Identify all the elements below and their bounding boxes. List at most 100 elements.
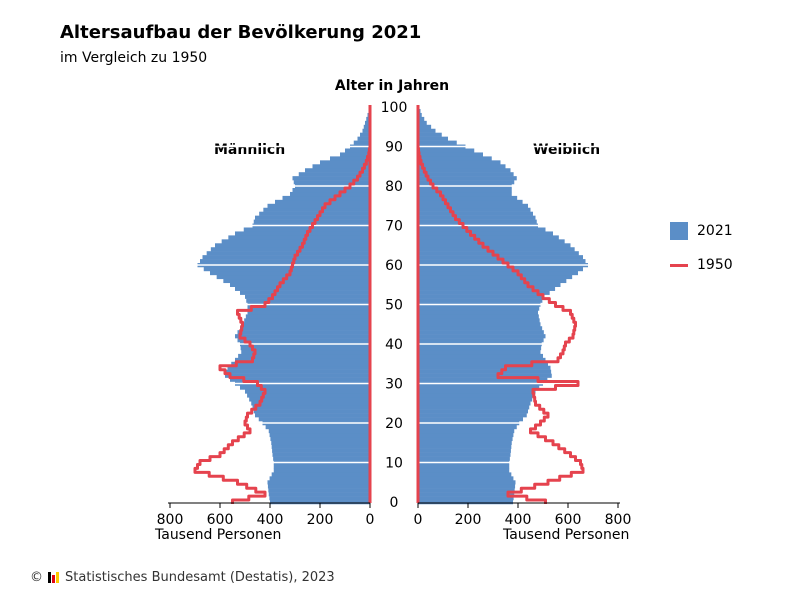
x-tick-label-male: 0 — [366, 512, 375, 528]
bar-female-2021 — [418, 270, 578, 276]
bar-male-2021 — [240, 385, 370, 390]
copyright-symbol: © — [30, 570, 43, 585]
bar-male-2021 — [253, 219, 370, 224]
bar-female-2021 — [418, 456, 510, 461]
bar-male-2021 — [216, 274, 370, 280]
bar-male-2021 — [263, 207, 370, 212]
bar-male-2021 — [255, 215, 370, 220]
x-tick-label-male: 600 — [207, 512, 234, 528]
age-tick-label: 90 — [385, 140, 403, 156]
bar-male-2021 — [247, 310, 370, 315]
bar-male-2021 — [292, 176, 370, 181]
bar-male-2021 — [267, 480, 370, 485]
bar-male-2021 — [235, 357, 370, 363]
bar-female-2021 — [418, 417, 523, 422]
bar-female-2021 — [418, 322, 541, 327]
age-tick-label: 20 — [385, 416, 403, 432]
bar-female-2021 — [418, 361, 548, 367]
bar-male-2021 — [247, 306, 370, 311]
bar-female-2021 — [418, 409, 528, 414]
bar-female-2021 — [418, 255, 583, 260]
bar-male-2021 — [244, 318, 370, 323]
bar-female-2021 — [418, 397, 533, 402]
bar-female-2021 — [418, 152, 483, 157]
bar-male-2021 — [251, 401, 370, 406]
bar-male-2021 — [270, 500, 370, 505]
legend-label-2021: 2021 — [697, 223, 733, 239]
age-tick-label: 0 — [390, 495, 399, 511]
x-tick-label-female: 400 — [505, 512, 532, 528]
bar-male-2021 — [340, 152, 370, 157]
age-tick-label: 30 — [385, 377, 403, 393]
bar-female-2021 — [418, 334, 546, 339]
bar-female-2021 — [418, 164, 506, 169]
bar-male-2021 — [246, 298, 370, 303]
bar-female-2021 — [418, 219, 537, 224]
bar-female-2021 — [418, 203, 528, 209]
bar-male-2021 — [265, 424, 370, 430]
age-tick-label: 100 — [381, 100, 408, 116]
bar-female-2021 — [418, 448, 511, 453]
bar-female-2021 — [418, 373, 552, 378]
bar-female-2021 — [418, 401, 531, 406]
bar-female-2021 — [418, 156, 492, 161]
bar-male-2021 — [272, 448, 370, 453]
bar-female-2021 — [418, 369, 552, 374]
bar-female-2021 — [418, 436, 513, 442]
bar-male-2021 — [245, 294, 370, 299]
bar-female-2021 — [418, 444, 512, 449]
bar-male-2021 — [215, 243, 370, 248]
bar-female-2021 — [418, 211, 533, 216]
bar-male-2021 — [226, 369, 370, 374]
bar-male-2021 — [268, 488, 370, 493]
bar-male-2021 — [243, 227, 370, 232]
bar-male-2021 — [273, 468, 370, 473]
age-tick-label: 60 — [385, 258, 403, 274]
bar-male-2021 — [362, 128, 370, 133]
bar-male-2021 — [237, 338, 370, 343]
bar-female-2021 — [418, 476, 514, 481]
bar-male-2021 — [227, 365, 370, 370]
age-tick-label: 70 — [385, 219, 403, 235]
bar-male-2021 — [273, 456, 370, 461]
bar-male-2021 — [210, 247, 370, 252]
bar-male-2021 — [357, 136, 370, 141]
bar-female-2021 — [418, 432, 514, 438]
bar-male-2021 — [200, 259, 370, 264]
bar-male-2021 — [242, 322, 370, 327]
bar-female-2021 — [418, 124, 432, 130]
bar-male-2021 — [245, 314, 370, 319]
x-tick-label-female: 800 — [605, 512, 632, 528]
bar-male-2021 — [241, 349, 370, 355]
bar-female-2021 — [418, 140, 457, 145]
bar-male-2021 — [365, 120, 370, 126]
bar-female-2021 — [418, 286, 556, 291]
bar-female-2021 — [418, 136, 448, 141]
legend-label-1950: 1950 — [697, 257, 733, 273]
bar-male-2021 — [202, 255, 370, 260]
bar-female-2021 — [418, 187, 512, 193]
bar-female-2021 — [418, 424, 517, 430]
x-unit-label-male: Tausend Personen — [155, 527, 282, 543]
bar-male-2021 — [273, 464, 370, 469]
x-tick-label-male: 200 — [307, 512, 334, 528]
bar-female-2021 — [418, 377, 548, 382]
bar-male-2021 — [206, 251, 370, 256]
bar-female-2021 — [418, 294, 545, 299]
age-tick-label: 40 — [385, 337, 403, 353]
bar-male-2021 — [363, 124, 370, 130]
bar-male-2021 — [290, 191, 370, 197]
bar-female-2021 — [418, 314, 539, 319]
bar-female-2021 — [418, 310, 538, 315]
bar-female-2021 — [418, 199, 523, 205]
bar-female-2021 — [418, 488, 515, 493]
x-tick-label-male: 400 — [257, 512, 284, 528]
bar-female-2021 — [418, 290, 550, 295]
bar-male-2021 — [360, 132, 370, 137]
bar-male-2021 — [267, 203, 370, 209]
bar-female-2021 — [418, 405, 530, 410]
line-male-1950 — [193, 105, 372, 504]
x-tick-label-female: 600 — [555, 512, 582, 528]
chart-title: Altersaufbau der Bevölkerung 2021 — [60, 22, 422, 43]
